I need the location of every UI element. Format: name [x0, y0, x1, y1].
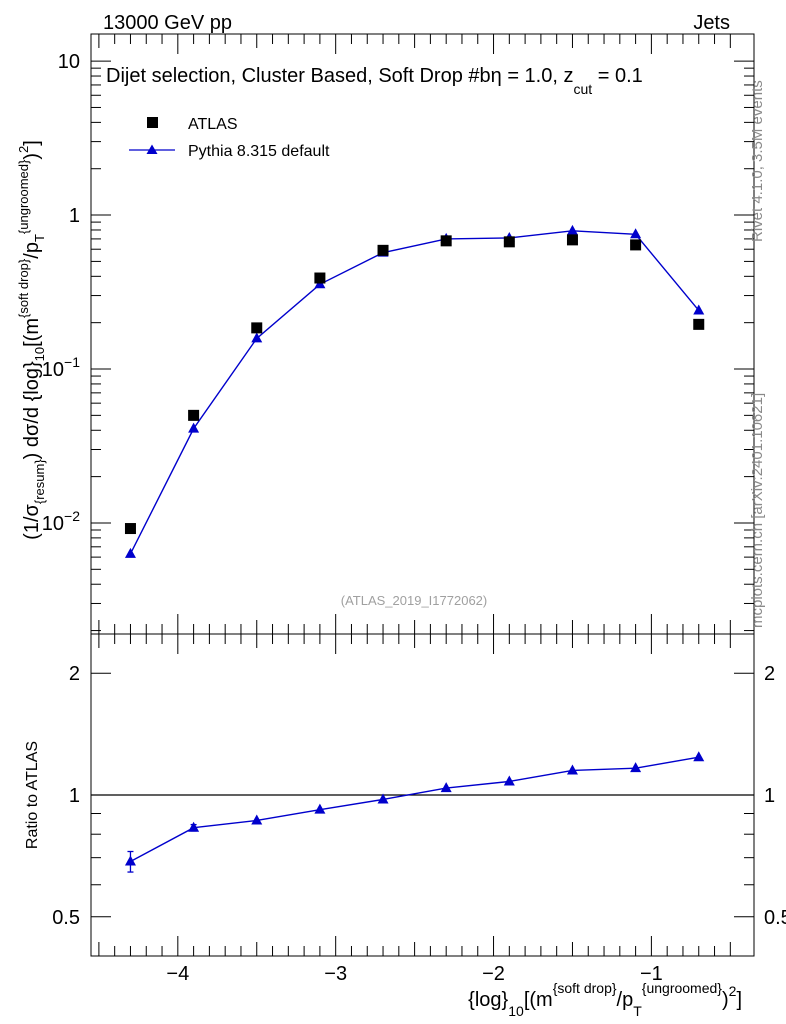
pythia-point — [693, 304, 705, 315]
ratio-point — [188, 821, 200, 832]
main-ylabel: (1/σ{resum}) dσ/d {log}10[(m{soft drop}/… — [16, 140, 47, 540]
ratio-ytick-label-left: 0.5 — [52, 907, 80, 929]
ratio-ytick-label-right: 0.5 — [764, 907, 786, 929]
legend: ATLAS Pythia 8.315 default — [129, 116, 330, 160]
ratio-point — [693, 751, 705, 762]
ratio-point — [314, 803, 326, 814]
legend-atlas-marker — [147, 117, 158, 128]
energy-label: 13000 GeV pp — [103, 12, 232, 34]
atlas-series — [124, 234, 705, 535]
category-label: Jets — [693, 12, 730, 34]
ratio-ytick-label-left: 1 — [69, 785, 80, 807]
analysis-label: (ATLAS_2019_I1772062) — [341, 593, 487, 608]
xtick-label: −3 — [324, 963, 347, 985]
legend-pythia-label: Pythia 8.315 default — [188, 143, 330, 160]
main-ytick-label: 10−2 — [42, 508, 80, 535]
ratio-point — [566, 764, 578, 775]
ratio-line — [130, 756, 699, 863]
legend-atlas-label: ATLAS — [188, 116, 238, 133]
xtick-label: −1 — [640, 963, 663, 985]
pythia-point — [566, 224, 578, 235]
legend-pythia-marker — [146, 144, 158, 154]
main-ytick-label: 1 — [69, 205, 80, 227]
atlas-point — [251, 322, 263, 334]
pythia-point — [124, 547, 136, 558]
ratio-ytick-label-left: 2 — [69, 663, 80, 685]
pythia-point — [251, 332, 263, 343]
ratio-point — [377, 793, 389, 804]
plot-title: Dijet selection, Cluster Based, Soft Dro… — [106, 65, 643, 97]
pythia-point — [188, 422, 200, 433]
title-greek: η — [491, 65, 502, 87]
ratio-point — [124, 855, 136, 866]
atlas-point — [377, 244, 389, 256]
ratio-ylabel: Ratio to ATLAS — [24, 741, 41, 849]
ratio-ytick-label-right: 1 — [764, 785, 775, 807]
atlas-point — [630, 239, 642, 251]
xtick-label: −2 — [482, 963, 505, 985]
ratio-point — [440, 782, 452, 793]
atlas-point — [188, 409, 200, 421]
atlas-point — [124, 523, 136, 535]
ratio-point — [630, 762, 642, 773]
main-ytick-label: 10 — [58, 51, 80, 73]
pythia-line — [129, 230, 700, 555]
ratio-point — [251, 814, 263, 825]
atlas-point — [693, 318, 705, 330]
xtick-label: −4 — [166, 963, 189, 985]
main-ytick-label: 10−1 — [42, 354, 80, 381]
pythia-point — [630, 228, 642, 239]
ratio-ytick-label-right: 2 — [764, 663, 775, 685]
ratio-axis-ticks: 0.5 0.5 1 1 2 2 −4 −3 −2 −1 — [52, 634, 786, 985]
pythia-series — [124, 224, 705, 558]
source-label: mcplots.cern.ch [arXiv:2401.10621] — [749, 393, 766, 628]
svg-text:(1/σ{resum}) dσ/d {log}10[(m{s: (1/σ{resum}) dσ/d {log}10[(m{soft drop}/… — [16, 140, 47, 540]
atlas-point — [503, 236, 515, 248]
xlabel: {log}10[(m{soft drop}/pT{ungroomed})2] — [468, 980, 742, 1019]
atlas-point — [566, 234, 578, 246]
atlas-point — [314, 272, 326, 284]
rivet-label: Rivet 4.1.0, 3.5M events — [749, 80, 766, 242]
ratio-point — [503, 775, 515, 786]
atlas-point — [440, 235, 452, 247]
ratio-series — [91, 751, 754, 873]
main-axis-ticks: 10−2 10−1 1 10 — [42, 34, 754, 634]
